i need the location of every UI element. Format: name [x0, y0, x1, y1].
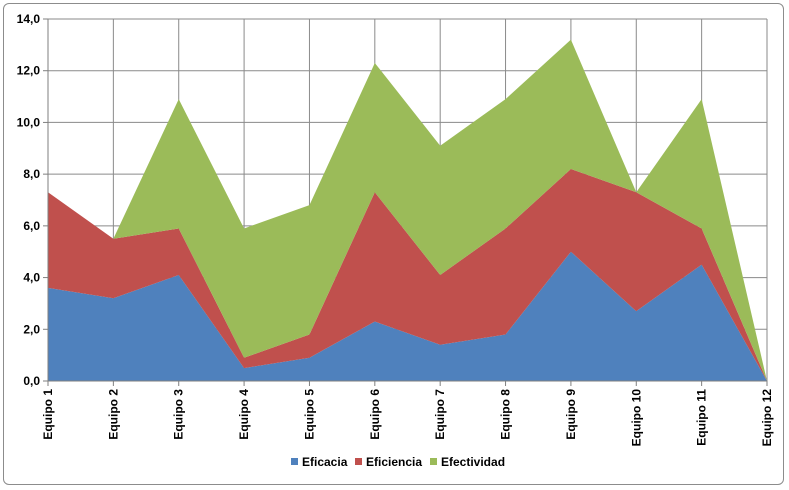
area-eficacia: [48, 251, 767, 381]
legend-swatch-eficacia: [291, 458, 298, 465]
legend-label-eficiencia: Eficiencia: [366, 455, 422, 469]
x-tick-label: Equipo 7: [433, 389, 447, 440]
area-eficiencia: [48, 168, 767, 381]
legend: Eficacia Eficiencia Efectividad: [291, 455, 505, 469]
y-tick-label: 12,0: [17, 64, 41, 78]
x-tick-label: Equipo 2: [106, 389, 120, 440]
x-tick-labels: Equipo 1 Equipo 2 Equipo 3 Equipo 4 Equipo 5…: [41, 389, 774, 447]
x-tick-label: Equipo 1: [41, 389, 55, 440]
legend-swatch-efectividad: [430, 458, 437, 465]
x-tick-label: Equipo 10: [629, 389, 643, 447]
x-tick-label: Equipo 11: [695, 389, 709, 446]
x-tick-label: Equipo 12: [760, 389, 774, 447]
y-tick-label: 6,0: [23, 219, 40, 233]
y-tick-label: 2,0: [23, 322, 40, 336]
x-tick-label: Equipo 5: [302, 389, 316, 440]
axes: [43, 18, 768, 386]
legend-label-eficacia: Eficacia: [302, 455, 348, 469]
legend-label-efectividad: Efectividad: [441, 455, 505, 469]
y-tick-label: 10,0: [17, 115, 41, 129]
x-tick-label: Equipo 3: [172, 389, 186, 440]
x-tick-label: Equipo 8: [499, 389, 513, 440]
y-tick-label: 8,0: [23, 167, 40, 181]
y-tick-labels: 0,0 2,0 4,0 6,0 8,0 10,0 12,0 14,0: [17, 12, 41, 388]
legend-swatch-eficiencia: [355, 458, 362, 465]
area-series: [48, 39, 767, 381]
area-efectividad: [48, 39, 767, 381]
y-tick-label: 14,0: [17, 12, 41, 26]
y-tick-label: 4,0: [23, 271, 40, 285]
y-tick-label: 0,0: [23, 374, 40, 388]
x-tick-label: Equipo 4: [237, 389, 251, 440]
x-tick-label: Equipo 6: [368, 389, 382, 440]
x-tick-label: Equipo 9: [564, 389, 578, 440]
